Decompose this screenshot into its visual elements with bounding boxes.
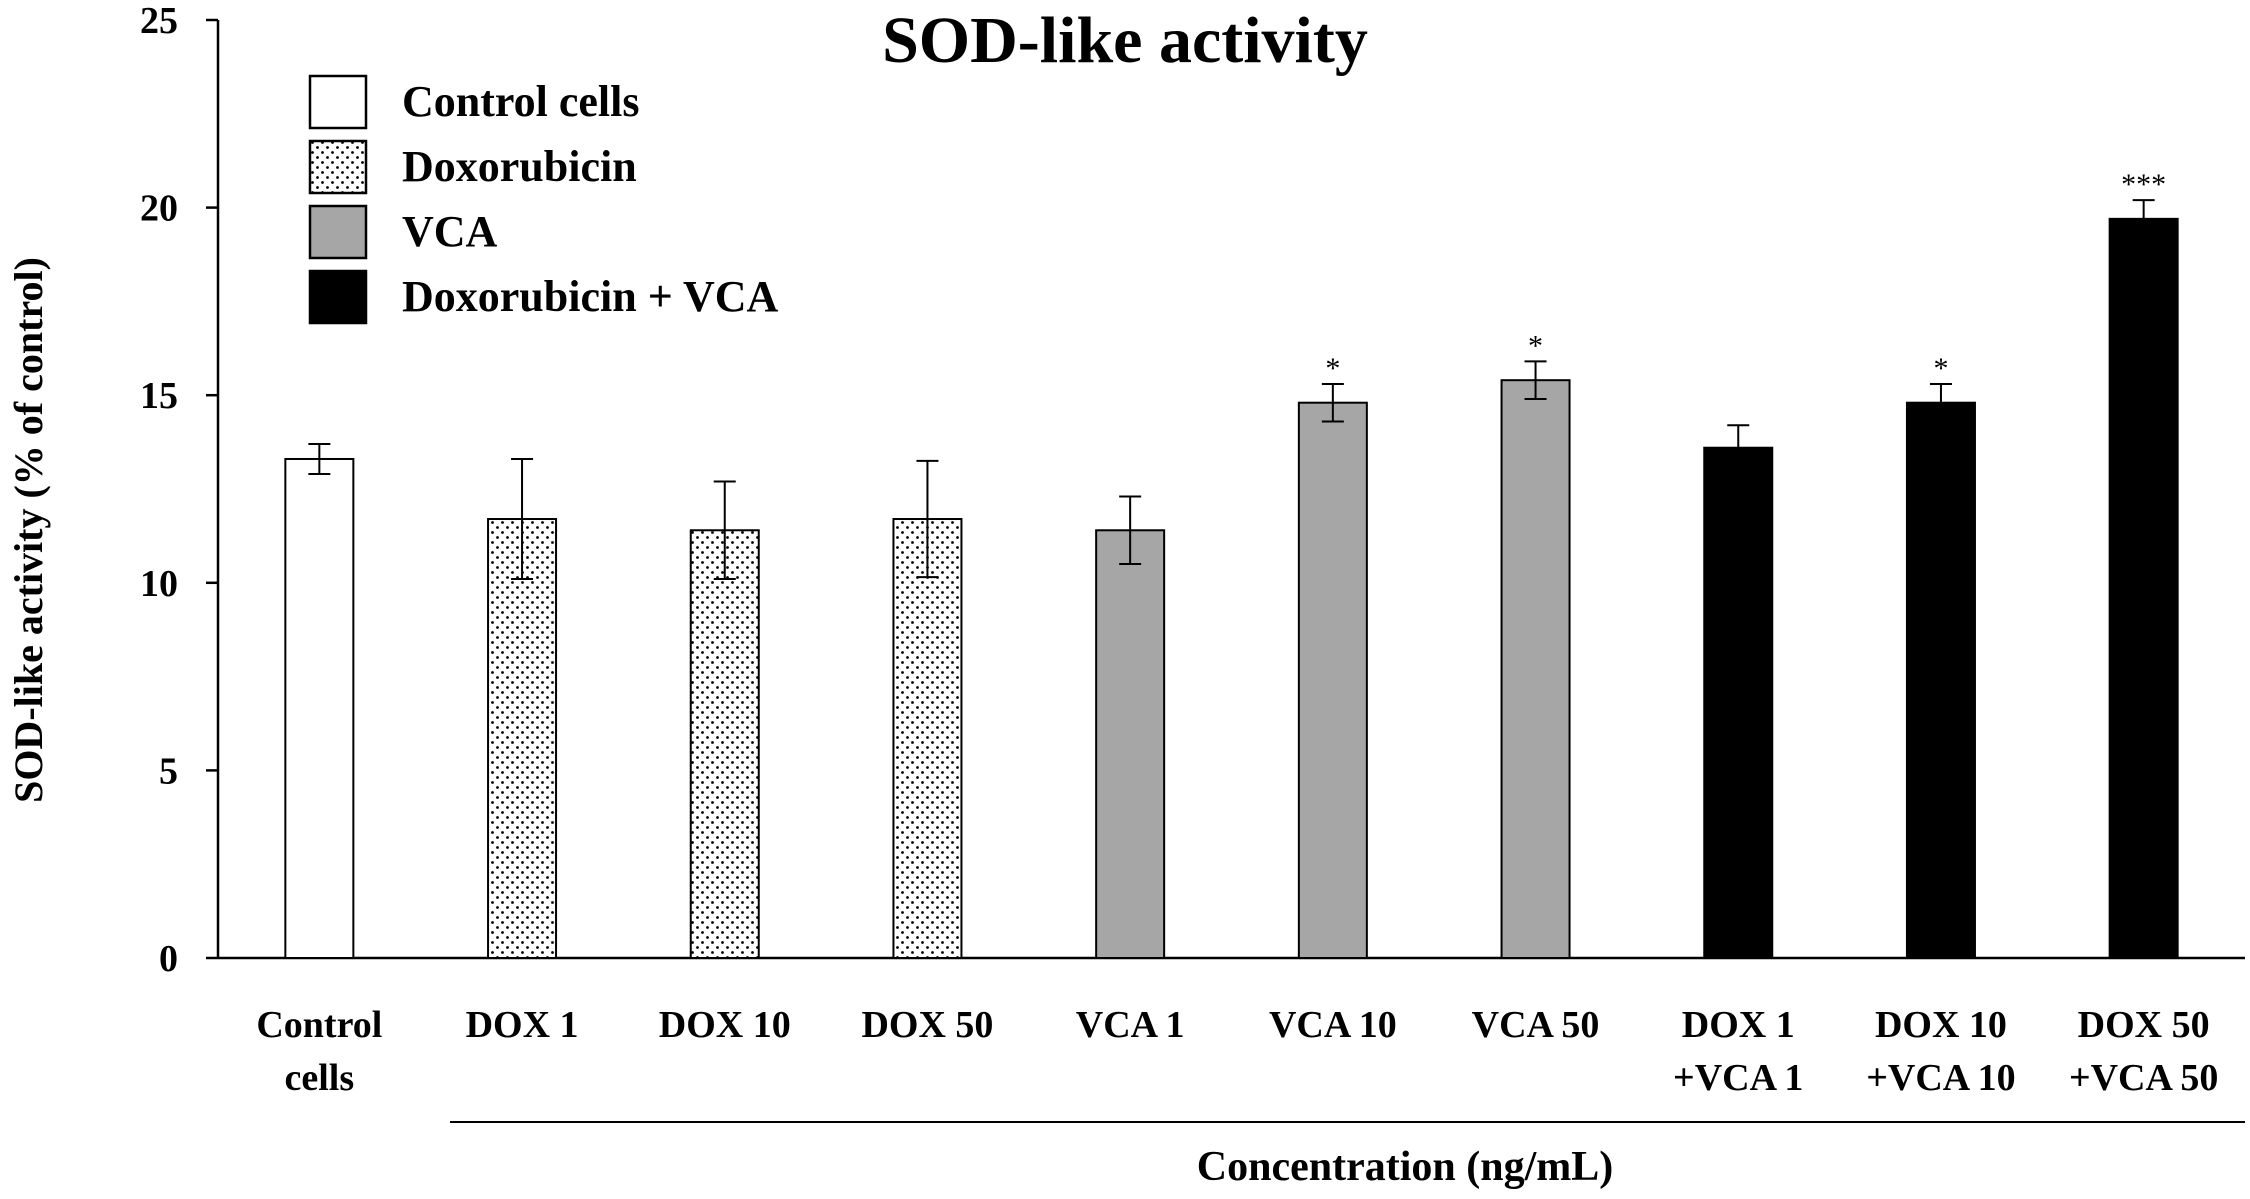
bar [284,457,355,959]
category-label-line1: DOX 10 [659,1004,791,1046]
y-tick-label: 5 [159,750,178,792]
significance-mark: * [1325,352,1340,385]
y-axis-label: SOD-like activity (% of control) [6,257,51,803]
bar [1905,401,1976,960]
category-label-line1: DOX 10 [1875,1004,2007,1046]
legend-swatch [308,204,368,260]
bar [487,518,558,959]
bar [1500,379,1571,959]
legend-label: Doxorubicin + VCA [402,272,779,321]
bars [284,217,2179,960]
legend-label: VCA [402,207,498,256]
significance-mark: * [1933,352,1948,385]
bar [689,529,760,959]
bar [2108,217,2179,959]
category-label-line1: VCA 10 [1269,1004,1397,1046]
category-labels: Control cells DOX 1 DOX 10 DOX 50 VCA 1 VCA 10… [256,1004,2218,1099]
x-axis-label: Concentration (ng/mL) [1197,1144,1613,1190]
category-label-line1: DOX 50 [861,1004,993,1046]
chart-title: SOD-like activity [882,4,1368,77]
y-tick-label: 20 [140,188,178,230]
category-label-line2: cells [285,1057,355,1099]
bar [892,518,963,959]
category-label-line1: DOX 1 [466,1004,579,1046]
y-ticks: 0 5 10 15 20 25 [140,0,218,980]
y-tick-label: 0 [159,938,178,980]
legend-swatch [308,139,368,195]
bar [1297,401,1368,960]
legend-label: Control cells [402,77,640,126]
y-tick-label: 10 [140,563,178,605]
category-label-line2: +VCA 50 [2069,1057,2218,1099]
category-label-line1: Control [256,1004,382,1046]
category-label-line1: DOX 50 [2078,1004,2210,1046]
y-tick-label: 25 [140,0,178,42]
category-label-line1: VCA 1 [1076,1004,1185,1046]
y-tick-label: 15 [140,375,178,417]
legend-swatch [308,269,368,325]
legend-label: Doxorubicin [402,142,637,191]
bar [1095,529,1166,959]
legend: Control cells Doxorubicin VCA Doxorubicin +… [308,74,779,325]
category-label-line1: VCA 50 [1472,1004,1600,1046]
category-label-line2: +VCA 1 [1673,1057,1803,1099]
significance-marks: ****** [1325,168,2166,385]
category-label-line2: +VCA 10 [1866,1057,2015,1099]
significance-mark: *** [2121,168,2166,201]
category-label-line1: DOX 1 [1682,1004,1795,1046]
bar [1703,446,1774,959]
legend-swatch [308,74,368,130]
significance-mark: * [1528,329,1543,362]
error-bars [308,199,2155,581]
